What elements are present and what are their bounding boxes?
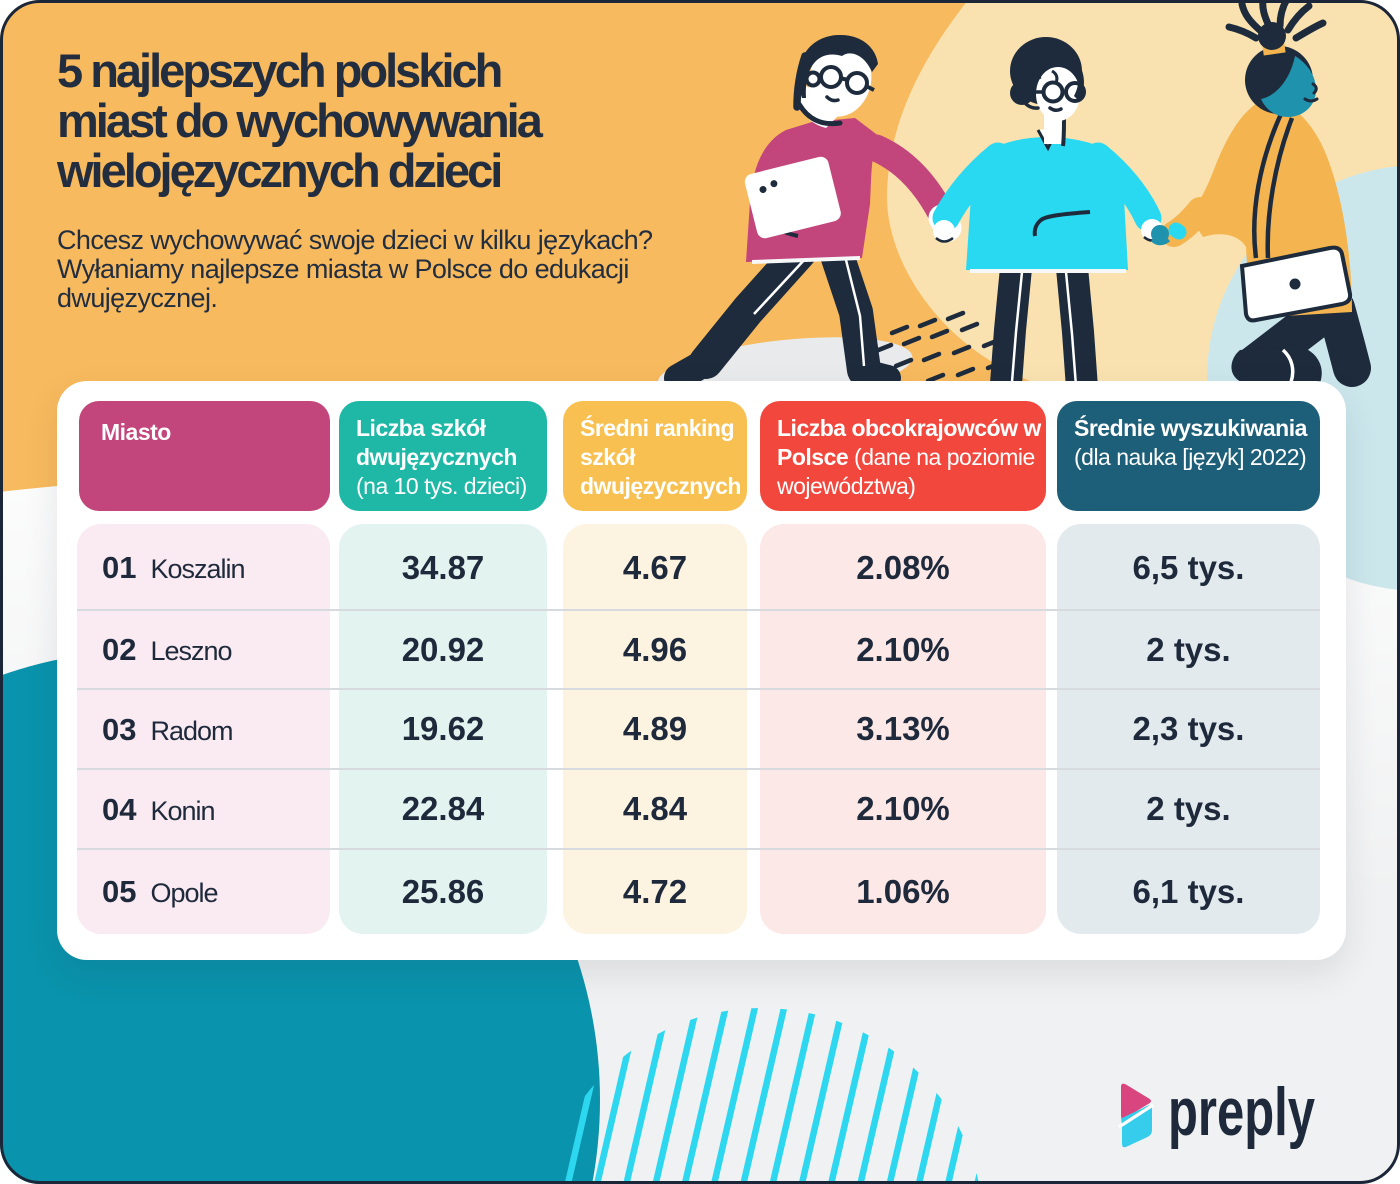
- svg-text:preply: preply: [1168, 1080, 1315, 1150]
